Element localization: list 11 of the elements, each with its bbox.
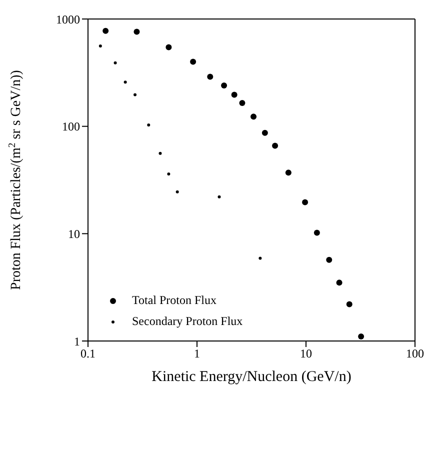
legend-label: Secondary Proton Flux xyxy=(132,314,243,329)
y-tick-label: 100 xyxy=(62,120,80,134)
x-tick-label: 100 xyxy=(406,346,424,361)
x-tick-label: 0.1 xyxy=(80,346,96,361)
legend-label: Total Proton Flux xyxy=(132,293,216,308)
x-axis-title: Kinetic Energy/Nucleon (GeV/n) xyxy=(152,369,352,385)
y-tick-label: 1 xyxy=(74,334,80,348)
y-tick-label: 10 xyxy=(68,226,80,241)
y-tick-label: 1000 xyxy=(56,12,80,26)
x-tick-label: 10 xyxy=(300,346,312,361)
x-tick-label: 1 xyxy=(194,346,200,361)
